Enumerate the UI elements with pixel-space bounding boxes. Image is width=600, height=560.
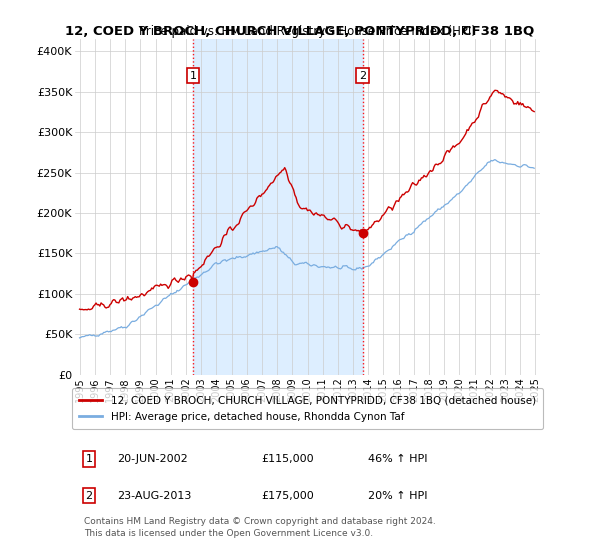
Text: £175,000: £175,000	[261, 491, 314, 501]
Text: 2: 2	[359, 71, 366, 81]
Text: 20-JUN-2002: 20-JUN-2002	[117, 454, 188, 464]
Text: 46% ↑ HPI: 46% ↑ HPI	[368, 454, 427, 464]
Text: 20% ↑ HPI: 20% ↑ HPI	[368, 491, 427, 501]
Text: 23-AUG-2013: 23-AUG-2013	[117, 491, 191, 501]
Text: 12, COED Y BROCH, CHURCH VILLAGE, PONTYPRIDD, CF38 1BQ: 12, COED Y BROCH, CHURCH VILLAGE, PONTYP…	[65, 25, 535, 38]
Text: 1: 1	[190, 71, 196, 81]
Text: 1: 1	[85, 454, 92, 464]
Bar	[193, 39, 362, 375]
Title: Price paid vs. HM Land Registry's House Price Index (HPI): Price paid vs. HM Land Registry's House …	[139, 25, 476, 38]
Legend: 12, COED Y BROCH, CHURCH VILLAGE, PONTYPRIDD, CF38 1BQ (detached house), HPI: Av: 12, COED Y BROCH, CHURCH VILLAGE, PONTYP…	[72, 388, 543, 429]
Text: Contains HM Land Registry data © Crown copyright and database right 2024.
This d: Contains HM Land Registry data © Crown c…	[84, 517, 436, 538]
Text: 2: 2	[85, 491, 92, 501]
Text: £115,000: £115,000	[261, 454, 314, 464]
